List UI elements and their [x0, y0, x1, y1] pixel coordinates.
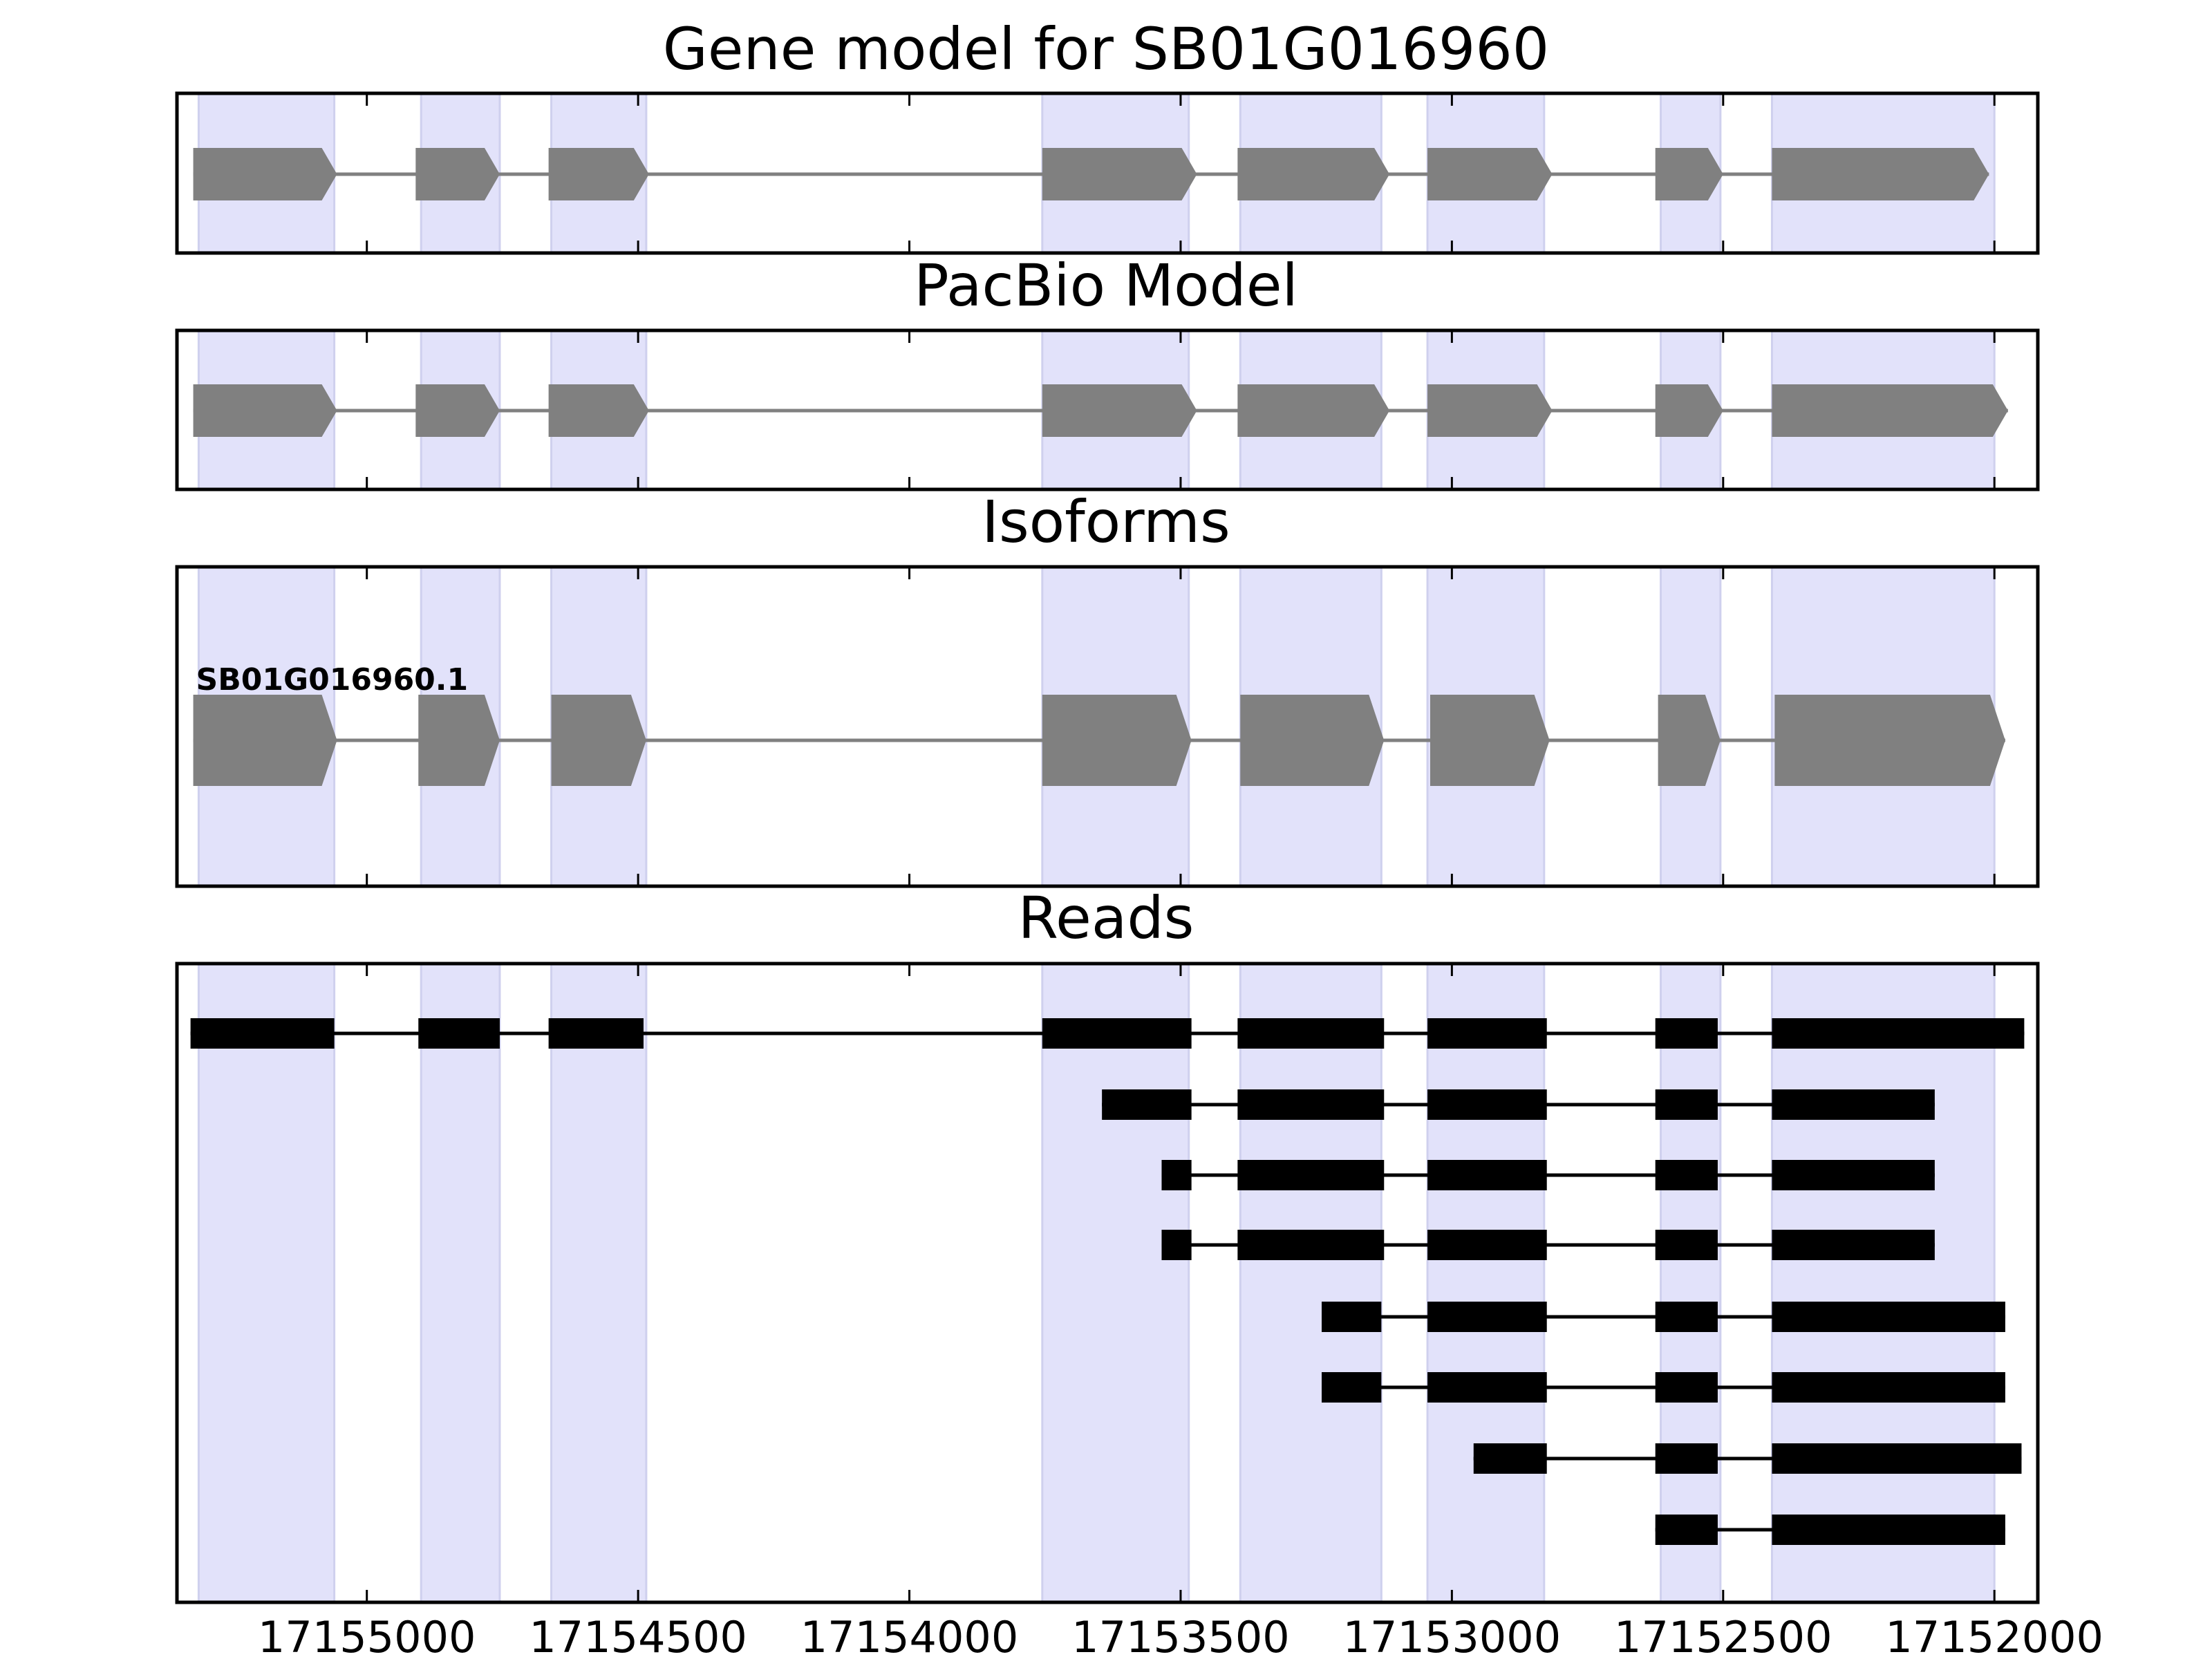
read-exon-block	[1655, 1443, 1718, 1474]
read-exon-block	[1655, 1160, 1718, 1190]
x-tick-label: 17154000	[800, 1612, 1019, 1659]
read-exon-block	[1772, 1443, 2022, 1474]
read-exon-block	[1427, 1372, 1547, 1403]
shaded-exon-region	[1660, 962, 1722, 1604]
read-exon-block	[1655, 1372, 1718, 1403]
exon-arrow	[1427, 148, 1553, 200]
read-exon-block	[1427, 1089, 1547, 1120]
exon-arrow	[193, 148, 337, 200]
exon-arrow	[1042, 148, 1197, 200]
read-exon-block	[1322, 1372, 1382, 1403]
read-exon-block	[1042, 1018, 1192, 1049]
read-exon-block	[1427, 1302, 1547, 1332]
read-exon-block	[1161, 1230, 1192, 1260]
exon-arrow	[548, 384, 649, 437]
exon-arrow	[415, 148, 500, 200]
shaded-exon-region	[1426, 962, 1546, 1604]
read-1	[190, 1018, 2025, 1049]
isoform-label: SB01G016960.1	[196, 662, 469, 697]
panel-2: Isoforms SB01G016960.1	[175, 488, 2040, 888]
read-exon-block	[1772, 1160, 1935, 1190]
exon-arrow	[418, 695, 500, 786]
exon-arrow	[1772, 384, 2008, 437]
read-exon-block	[1772, 1515, 2005, 1545]
read-7	[1473, 1443, 2022, 1474]
shaded-exon-region	[197, 962, 336, 1604]
exon-arrow	[1774, 695, 2005, 786]
panel-title: PacBio Model	[914, 252, 1298, 319]
panel-title: Reads	[1018, 884, 1194, 952]
read-2	[1102, 1089, 1935, 1120]
exon-arrow	[415, 384, 500, 437]
shaded-exon-region	[1770, 962, 1996, 1604]
read-exon-block	[1655, 1230, 1718, 1260]
read-exon-block	[1655, 1018, 1718, 1049]
read-exon-block	[1237, 1089, 1385, 1120]
read-exon-block	[1772, 1089, 1935, 1120]
shaded-exon-region	[550, 962, 648, 1604]
read-exon-block	[418, 1018, 500, 1049]
shaded-exon-region	[420, 962, 501, 1604]
read-exon-block	[1322, 1302, 1382, 1332]
panel-frame	[175, 328, 2040, 491]
read-exon-block	[1427, 1018, 1547, 1049]
read-8	[1655, 1515, 2005, 1545]
read-exon-block	[1237, 1160, 1385, 1190]
exon-arrow	[1237, 148, 1390, 200]
exon-arrow	[551, 695, 646, 786]
exon-arrow	[1430, 695, 1550, 786]
x-tick-label: 17153500	[1071, 1612, 1290, 1659]
exon-arrow	[1427, 384, 1553, 437]
exon-arrow	[1240, 695, 1385, 786]
read-exon-block	[1161, 1160, 1192, 1190]
x-tick-label: 17153000	[1343, 1612, 1562, 1659]
read-exon-block	[1772, 1372, 2005, 1403]
exon-arrow	[1772, 148, 1989, 200]
exon-arrow	[1658, 695, 1721, 786]
read-exon-block	[1473, 1443, 1547, 1474]
read-exon-block	[1772, 1302, 2005, 1332]
panel-1: PacBio Model	[175, 252, 2040, 491]
panel-title: Gene model for SB01G016960	[663, 15, 1549, 83]
exon-arrow	[1042, 695, 1192, 786]
read-exon-block	[548, 1018, 644, 1049]
read-exon-block	[1655, 1089, 1718, 1120]
read-exon-block	[1237, 1018, 1385, 1049]
read-exon-block	[190, 1018, 335, 1049]
panel-0: Gene model for SB01G016960	[175, 15, 2040, 255]
panel-frame	[175, 565, 2040, 888]
exon-arrow	[1237, 384, 1390, 437]
exon-arrow	[1655, 384, 1723, 437]
read-exon-block	[1772, 1230, 1935, 1260]
panel-title: Isoforms	[982, 488, 1230, 556]
read-4	[1161, 1230, 1935, 1260]
read-exon-block	[1237, 1230, 1385, 1260]
x-tick-label: 17154500	[529, 1612, 747, 1659]
read-exon-block	[1427, 1160, 1547, 1190]
x-tick-label: 17155000	[258, 1612, 476, 1659]
read-exon-block	[1102, 1089, 1192, 1120]
read-exon-block	[1427, 1230, 1547, 1260]
read-exon-block	[1655, 1302, 1718, 1332]
panel-3: Reads 17155000 17154500 17154000 17153500 171…	[175, 884, 2103, 1659]
exon-arrow	[1655, 148, 1723, 200]
panel-frame	[175, 91, 2040, 255]
read-exon-block	[1655, 1515, 1718, 1545]
exon-arrow	[193, 695, 337, 786]
shaded-exon-region	[1239, 962, 1382, 1604]
exon-arrow	[1042, 384, 1197, 437]
read-3	[1161, 1160, 1935, 1190]
read-6	[1322, 1372, 2005, 1403]
shaded-exon-region	[1041, 962, 1190, 1604]
exon-arrow	[193, 384, 337, 437]
panel-frame	[175, 962, 2040, 1604]
exon-arrow	[548, 148, 649, 200]
read-exon-block	[1772, 1018, 2025, 1049]
read-5	[1322, 1302, 2005, 1332]
x-tick-label: 17152000	[1885, 1612, 2103, 1659]
x-tick-label: 17152500	[1614, 1612, 1833, 1659]
